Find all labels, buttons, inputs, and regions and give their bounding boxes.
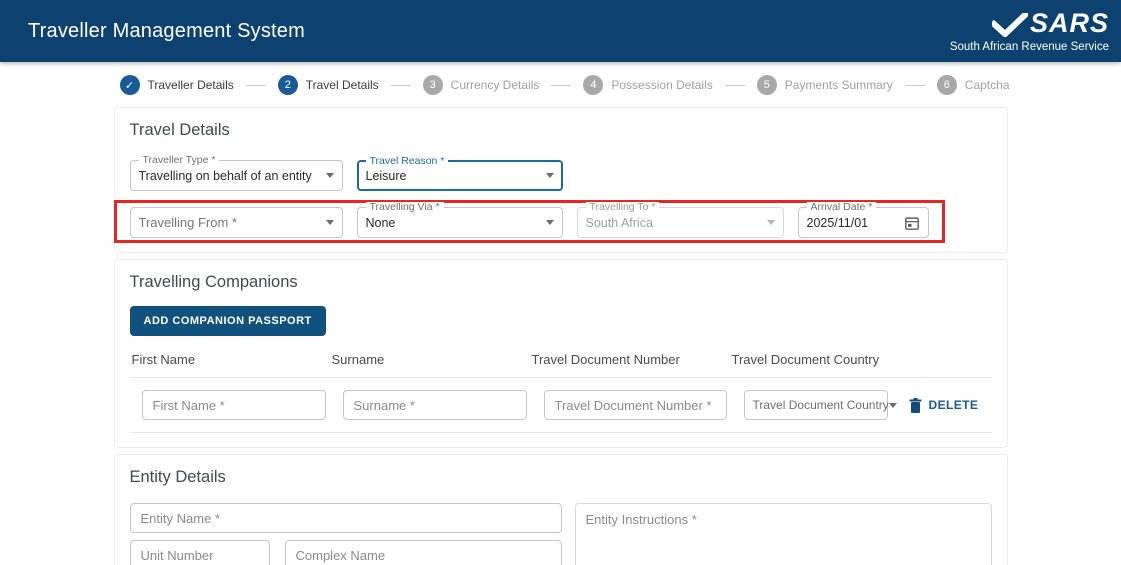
page-title: Traveller Management System [28,19,305,42]
step-number: 5 [756,75,777,95]
travelling-companions-title: Travelling Companions [129,273,298,291]
entity-instructions-textarea[interactable] [574,503,992,565]
sars-logo: SARS South African Revenue Service [949,7,1113,53]
column-travel-document-number: Travel Document Number [531,352,680,367]
calendar-icon[interactable] [904,215,920,231]
step-connector [245,84,266,86]
chevron-down-icon [325,173,334,178]
sars-logo-text: SARS [1029,7,1109,38]
first-name-input[interactable] [141,390,326,420]
step-connector [724,84,745,86]
check-icon: ✓ [119,75,140,95]
main-content: ✓ Traveller Details 2 Travel Details 3 C… [113,62,1010,565]
step-currency-details[interactable]: 3 Currency Details [422,75,539,95]
column-first-name: First Name [131,352,196,367]
delete-companion-button[interactable]: DELETE [909,397,979,413]
divider [129,377,992,378]
add-companion-passport-button[interactable]: ADD COMPANION PASSPORT [129,306,326,336]
travel-details-card: Travel Details Traveller Type * Travelli… [113,107,1008,253]
step-number: 2 [277,75,298,95]
chevron-down-icon [888,402,897,408]
sars-logo-subtitle: South African Revenue Service [949,40,1109,53]
trash-icon [909,397,921,413]
step-connector [390,84,411,86]
complex-name-input[interactable] [284,540,562,565]
column-surname: Surname [331,352,385,367]
entity-details-card: Entity Details [113,454,1008,565]
step-captcha[interactable]: 6 Captcha [936,75,1010,95]
step-traveller-details[interactable]: ✓ Traveller Details [119,75,234,95]
sars-tick-icon [991,12,1028,37]
travel-reason-select[interactable]: Travel Reason * Leisure [356,155,563,191]
travelling-companions-card: Travelling Companions ADD COMPANION PASS… [113,259,1008,448]
column-travel-document-country: Travel Document Country [731,352,880,367]
step-possession-details[interactable]: 4 Possession Details [583,75,713,95]
chevron-down-icon [766,220,775,225]
travelling-from-select[interactable]: Travelling From * [129,207,343,238]
travel-document-country-select[interactable]: Travel Document Country [743,390,897,420]
step-number: 6 [936,75,957,95]
companions-table-header: First Name Surname Travel Document Numbe… [132,352,992,367]
travel-details-title: Travel Details [129,121,230,139]
travel-document-number-input[interactable] [543,390,727,420]
step-number: 4 [583,75,604,95]
entity-details-title: Entity Details [129,468,226,486]
step-payments-summary[interactable]: 5 Payments Summary [756,75,893,95]
traveller-type-select[interactable]: Traveller Type * Travelling on behalf of… [129,154,343,191]
app-header: Traveller Management System SARS South A… [0,0,1121,62]
entity-name-input[interactable] [129,503,562,533]
travelling-to-select: Travelling To * South Africa [576,201,784,238]
stepper: ✓ Traveller Details 2 Travel Details 3 C… [119,75,1010,95]
chevron-down-icon [545,173,554,178]
arrival-date-input[interactable]: Arrival Date * 2025/11/01 [797,201,929,238]
step-connector [551,84,572,86]
surname-input[interactable] [342,390,527,420]
chevron-down-icon [325,220,334,225]
unit-number-input[interactable] [129,540,270,565]
travelling-via-select[interactable]: Travelling Via * None [356,201,563,238]
divider [129,432,992,433]
step-connector [904,84,925,86]
step-travel-details[interactable]: 2 Travel Details [277,75,379,95]
companion-row: Travel Document Country DELETE [130,378,992,432]
chevron-down-icon [545,220,554,225]
step-number: 3 [422,75,443,95]
